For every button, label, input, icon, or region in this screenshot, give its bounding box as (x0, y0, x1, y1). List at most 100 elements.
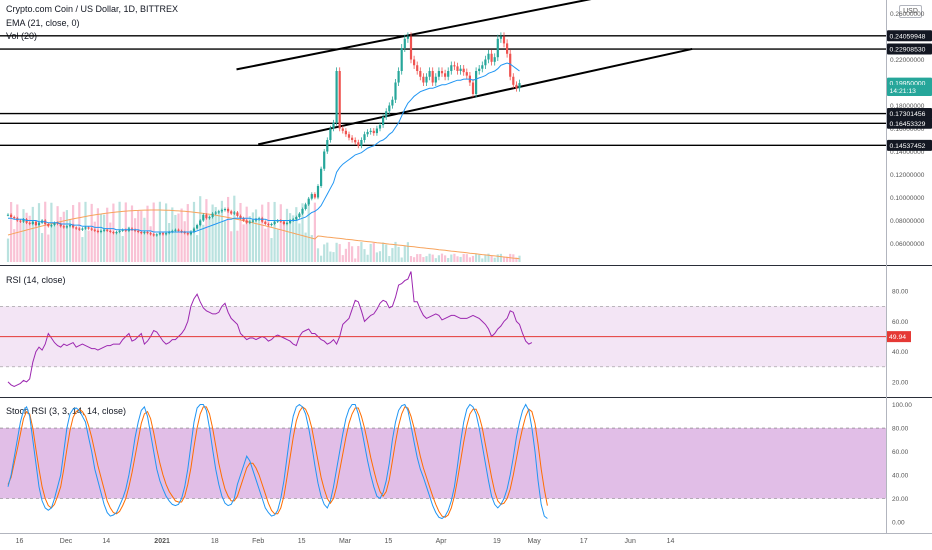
currency-badge[interactable]: USD (899, 5, 922, 18)
candle-body (471, 82, 475, 94)
candle-body (434, 76, 437, 83)
volume-bar (307, 201, 310, 262)
candle-body (264, 221, 267, 224)
volume-bar (276, 229, 279, 262)
candle-body (372, 130, 375, 134)
volume-bar (127, 226, 130, 262)
candle-body (385, 111, 388, 117)
stoch-rsi-legend[interactable]: Stoch RSI (3, 3, 14, 14, close) (6, 406, 127, 416)
rsi-tick-label: 80.00 (892, 289, 909, 296)
volume-bar (301, 203, 304, 262)
candle-body (289, 220, 292, 223)
rsi-legend[interactable]: RSI (14, close) (6, 275, 66, 285)
volume-bar (254, 209, 258, 262)
candle-body (490, 53, 493, 62)
candle-body (440, 71, 444, 74)
volume-bar (459, 256, 462, 262)
candle-body (276, 220, 279, 222)
candle-body (87, 227, 90, 229)
volume-bar (19, 220, 22, 262)
candle-body (270, 223, 273, 226)
candle-body (341, 128, 344, 131)
volume-bar (338, 244, 341, 262)
volume-bar (366, 254, 369, 262)
volume-bar (90, 203, 93, 262)
candle-body (484, 59, 487, 66)
candle-body (174, 229, 177, 231)
candle-body (180, 230, 183, 232)
volume-bar (50, 202, 53, 262)
volume-bar (13, 229, 16, 262)
candle-body (84, 227, 87, 229)
price-tick-label: 0.12000000 (890, 172, 925, 179)
price-tick-label: 0.06000000 (890, 241, 925, 248)
time-tick-label: 18 (211, 538, 219, 545)
candle-body (155, 234, 158, 236)
candle-body (456, 66, 459, 71)
candle-body (165, 233, 168, 235)
volume-bar (347, 241, 351, 262)
candle-body (31, 221, 34, 224)
volume-bar (130, 205, 134, 262)
volume-bar (174, 214, 177, 262)
candle-body (344, 130, 347, 135)
price-label-bg (887, 108, 932, 120)
candle-body (326, 140, 329, 152)
rsi-tick-label: 60.00 (892, 319, 909, 326)
volume-bar (478, 254, 481, 262)
volume-bar (434, 258, 437, 262)
candle-body (493, 57, 496, 62)
candle-body (50, 225, 53, 227)
time-tick-label: Apr (436, 538, 448, 545)
candle-body (475, 71, 478, 94)
candle-body (242, 218, 245, 221)
volume-bar (155, 235, 158, 262)
volume-bar (468, 257, 471, 262)
volume-bar (62, 211, 65, 262)
volume-bar (248, 216, 251, 262)
candle-body (304, 204, 307, 209)
volume-bar (208, 215, 211, 262)
ema-legend[interactable]: EMA (21, close, 0) (6, 18, 80, 28)
candle-body (496, 38, 499, 58)
volume-bar (223, 221, 227, 262)
volume-bar (183, 221, 186, 262)
volume-bar (282, 220, 285, 262)
volume-bar (428, 253, 431, 262)
candle-body (273, 221, 276, 224)
volume-bar (416, 254, 419, 262)
volume-bar (351, 246, 354, 262)
volume-bar (360, 242, 363, 262)
volume-bar (295, 207, 298, 262)
stoch-k-line (7, 403, 548, 520)
candle-body (295, 217, 298, 220)
volume-bar (354, 258, 357, 262)
candle-body (465, 72, 468, 76)
candle-body (444, 73, 447, 77)
candle-body (512, 76, 515, 85)
volume-bar (16, 204, 19, 262)
price-label-bg (887, 43, 932, 55)
candle-body (227, 209, 230, 212)
candle-body (431, 71, 434, 83)
volume-bar (493, 257, 496, 262)
candle-body (146, 232, 149, 234)
rsi-last-value-bg (887, 331, 911, 343)
candle-body (47, 223, 50, 227)
volume-bar (465, 254, 468, 262)
volume-bar (81, 237, 84, 262)
candle-body (214, 212, 217, 214)
volume-bar (106, 207, 109, 262)
volume-bar (28, 215, 31, 262)
volume-bar (99, 213, 103, 262)
candle-body (217, 211, 220, 213)
candle-body (382, 117, 385, 126)
volume-bar (400, 257, 403, 262)
volume-bar (344, 248, 347, 262)
rsi-line (7, 271, 533, 387)
volume-bar (372, 242, 375, 262)
volume-bar (310, 235, 313, 262)
volume-bar (450, 254, 453, 262)
candle-body (186, 233, 189, 235)
